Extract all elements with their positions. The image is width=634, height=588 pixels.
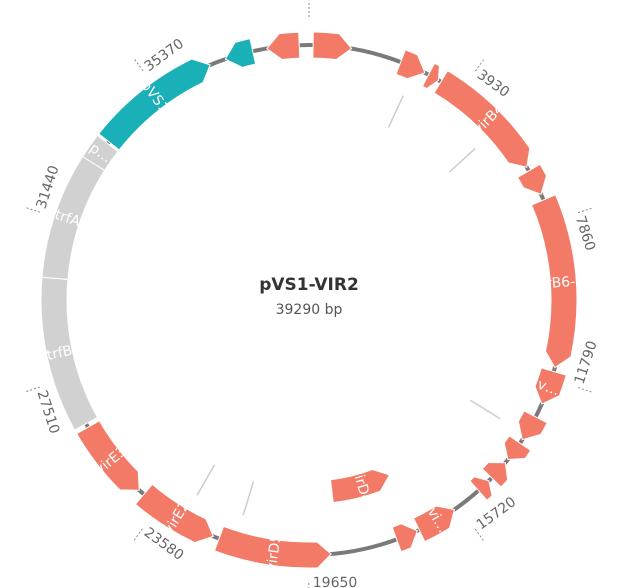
feature-virD4[interactable]: virD4 [329,465,391,506]
feature-arrow[interactable] [395,49,426,80]
feature-arrow[interactable] [213,525,332,569]
feature-virE3[interactable]: virE3 [76,420,140,491]
feature-arrow[interactable] [503,435,532,461]
feature-p-trunc[interactable]: p… [81,134,119,172]
tick-mark [25,207,41,213]
feature-arrow[interactable] [517,410,548,441]
tick-label: 7860 [572,214,598,253]
feature-arrow[interactable] [98,58,211,151]
feature-f-top-left[interactable] [266,31,301,61]
feature-f-top-right[interactable] [312,31,353,61]
feature-arrow[interactable] [81,134,119,172]
feature-f-teal-small[interactable] [224,37,257,68]
feature-f-small-4[interactable] [517,410,548,441]
feature-vi-trunc[interactable]: vi… [412,505,456,543]
plasmid-size: 39290 bp [276,302,343,318]
site-marker [196,464,216,496]
feature-arrow[interactable] [530,194,578,369]
feature-arrow[interactable] [76,420,140,491]
feature-virD5[interactable]: virD5 [213,525,332,572]
feature-arrow[interactable] [412,505,456,543]
feature-pVS1[interactable]: pVS1 [98,58,211,151]
feature-virB6-10[interactable]: virB6-10 [530,194,594,369]
site-marker [242,481,255,516]
tick-mark [133,58,144,72]
feature-arrow[interactable] [134,483,214,544]
site-marker [469,399,501,420]
site-marker [448,147,476,173]
tick-mark [25,386,40,393]
feature-v-trunc[interactable]: v… [534,367,567,405]
tick-mark [474,58,485,72]
feature-f-small-5[interactable] [503,435,532,461]
feature-arrow[interactable] [421,62,440,90]
feature-arrow[interactable] [469,476,493,501]
feature-f-small-2[interactable] [421,62,440,90]
feature-virB4[interactable]: virB4 [433,69,531,168]
tick-label: 15720 [474,494,519,533]
tick-mark [577,387,593,393]
feature-label: virB6-10 [533,273,593,293]
feature-f-small-7[interactable] [469,476,493,501]
position-tick: 19650 [308,575,358,588]
position-tick: 11790 [572,339,601,393]
tick-mark [133,528,143,542]
feature-arrow[interactable] [266,31,301,61]
position-tick: 15720 [474,494,519,542]
tick-label: 11790 [572,339,601,386]
feature-arrow[interactable] [433,69,531,168]
feature-f-small-6[interactable] [481,461,509,488]
plasmid-name: pVS1-VIR2 [259,275,359,295]
feature-arrow[interactable] [312,31,353,61]
feature-arrow[interactable] [516,163,547,195]
feature-f-small-3[interactable] [516,163,547,195]
feature-virE2[interactable]: virE2 [134,483,214,544]
tick-label: 27510 [33,388,62,435]
feature-arrow[interactable] [481,461,509,488]
feature-arrow[interactable] [224,37,257,68]
tick-mark [474,528,485,542]
feature-label: trfB [45,343,74,364]
feature-arrow[interactable] [534,367,567,405]
tick-mark [578,207,593,214]
position-tick: 27510 [25,386,62,436]
site-markers [196,95,501,516]
tick-label: 19650 [313,575,358,588]
position-tick: 31440 [25,164,63,213]
feature-f-small-8[interactable] [391,523,419,553]
position-ticks: 3930786011790157201965023580275103144035… [25,2,601,588]
feature-label: virD5 [264,533,285,572]
site-marker [387,95,404,128]
position-tick: 7860 [572,207,598,253]
feature-f-small-1[interactable] [395,49,426,80]
feature-arrow[interactable] [329,468,391,504]
feature-label: v… [535,377,561,400]
feature-arrow[interactable] [391,523,419,553]
feature-label: trfA [53,207,83,231]
